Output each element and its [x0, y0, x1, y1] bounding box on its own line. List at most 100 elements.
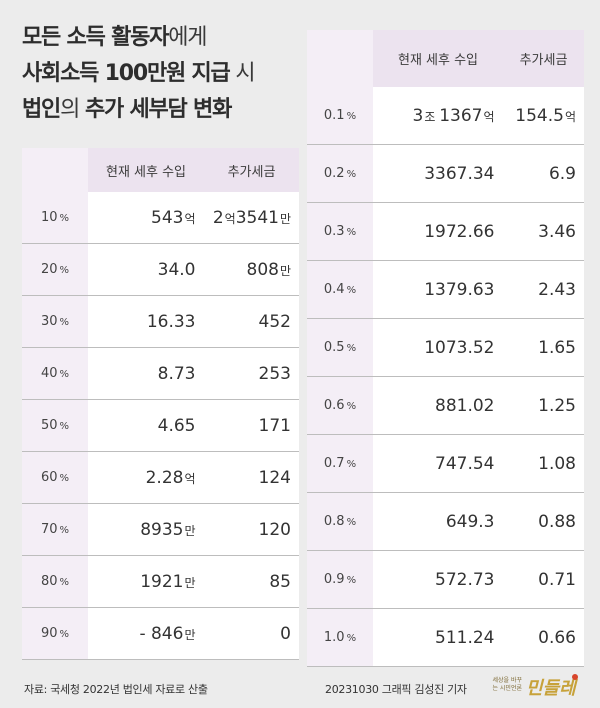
current-income-cell: 16.33 [88, 295, 204, 348]
percentile-number: 80 [40, 574, 58, 589]
unit-label: 억 [184, 211, 196, 226]
extra-tax-cell: 2.43 [502, 260, 584, 319]
brand-dot-icon [572, 674, 578, 680]
percent-sign: % [346, 343, 357, 354]
unit-label: 만 [184, 627, 196, 642]
current-income-cell: 1972.66 [373, 202, 503, 261]
headline-segment: 의 [60, 97, 85, 122]
current-income-cell: 649.3 [373, 492, 503, 551]
value-number: 8935 [140, 519, 184, 540]
percentile-cell: 30% [22, 295, 88, 348]
percentile-cell: 0.1% [307, 87, 373, 145]
headline-segment: 법인 [22, 97, 61, 122]
table-row: 0.9% 572.73 0.71 [307, 550, 584, 609]
unit-label: 억 [483, 109, 495, 124]
value-number: 3 [412, 105, 424, 126]
table-row: 50% 4.65 171 [22, 399, 299, 452]
percentile-cell: 0.5% [307, 318, 373, 377]
table-row: 20% 34.0 808만 [22, 243, 299, 296]
value-number: 0.71 [538, 569, 576, 590]
extra-tax-cell: 124 [203, 451, 299, 504]
current-income-cell: 34.0 [88, 243, 204, 296]
headline: 모든 소득 활동자에게 사회소득 100만원 지급 시 법인의 추가 세부담 변… [22, 20, 292, 128]
table-row: 0.2% 3367.34 6.9 [307, 144, 584, 203]
percentile-cell: 90% [22, 607, 88, 660]
extra-tax-cell: 0.66 [502, 608, 584, 667]
percent-sign: % [59, 629, 70, 640]
percentile-number: 40 [40, 366, 58, 381]
percentile-number: 0.3 [323, 224, 345, 239]
headline-segment: 에게 [168, 25, 207, 50]
percentile-cell: 0.6% [307, 376, 373, 435]
value-number: 34.0 [157, 259, 196, 280]
current-income-cell: 1073.52 [373, 318, 503, 377]
value-number: 120 [258, 519, 291, 540]
percent-sign: % [346, 169, 357, 180]
table-row: 0.1% 3조 1367억 154.5억 [307, 87, 584, 145]
table-row: 0.4% 1379.63 2.43 [307, 260, 584, 319]
header-current-income: 현재 세후 수입 [373, 30, 503, 87]
table-row: 40% 8.73 253 [22, 347, 299, 400]
unit-label: 억 [224, 211, 236, 226]
unit-label: 만 [279, 263, 291, 278]
value-number: 6.9 [548, 163, 576, 184]
percentile-number: 0.9 [323, 572, 345, 587]
current-income-cell: 543억 [88, 192, 204, 244]
table-row: 0.3% 1972.66 3.46 [307, 202, 584, 261]
unit-label: 만 [184, 523, 196, 538]
extra-tax-cell: 1.08 [502, 434, 584, 493]
value-number: 171 [258, 415, 291, 436]
percentile-cell: 0.8% [307, 492, 373, 551]
percent-sign: % [346, 285, 357, 296]
value-number: 124 [258, 467, 291, 488]
extra-tax-cell: 1.65 [502, 318, 584, 377]
value-number: 0.66 [538, 627, 576, 648]
unit-label: 조 [424, 109, 440, 124]
percentile-number: 0.5 [323, 340, 345, 355]
value-number: 253 [258, 363, 291, 384]
value-number: 808 [246, 259, 279, 280]
table-row: 0.5% 1073.52 1.65 [307, 318, 584, 377]
percentile-number: 90 [40, 626, 58, 641]
headline-line-3: 법인의 추가 세부담 변화 [22, 92, 292, 128]
percent-sign: % [346, 227, 357, 238]
header-extra-tax: 추가세금 [503, 30, 584, 87]
percentile-cell: 1.0% [307, 608, 373, 667]
percentile-number: 0.7 [323, 456, 345, 471]
value-number: 2.43 [538, 279, 576, 300]
table-row: 80% 1921만 85 [22, 555, 299, 608]
value-number: 881.02 [435, 395, 495, 416]
table-row: 0.7% 747.54 1.08 [307, 434, 584, 493]
value-number: 1921 [140, 571, 184, 592]
right-table-body: 0.1% 3조 1367억 154.5억 0.2% 3367.34 6.9 0.3% 1972… [307, 87, 584, 667]
value-number: - 846 [139, 623, 184, 644]
percentile-number: 0.2 [323, 166, 345, 181]
current-income-cell: - 846만 [88, 607, 204, 660]
extra-tax-cell: 171 [203, 399, 299, 452]
table-row: 70% 8935만 120 [22, 503, 299, 556]
value-number: 8.73 [157, 363, 196, 384]
value-number: 3541 [235, 207, 279, 228]
headline-line-1: 모든 소득 활동자에게 [22, 20, 292, 56]
headline-segment: 시 [229, 61, 255, 86]
brand-tagline: 세상을 바꾸는 시민언론 [492, 677, 522, 692]
graphic-credit: 20231030 그래픽 김성진 기자 [325, 683, 467, 696]
percentile-number: 50 [40, 418, 58, 433]
value-number: 0 [280, 623, 291, 644]
unit-label: 억 [184, 471, 196, 486]
percent-sign: % [346, 459, 357, 470]
percent-sign: % [346, 111, 357, 122]
value-number: 4.65 [157, 415, 196, 436]
headline-segment: 모든 소득 활동자 [22, 25, 169, 50]
current-income-cell: 3조 1367억 [373, 87, 503, 145]
current-income-cell: 511.24 [373, 608, 503, 667]
percentile-number: 0.8 [323, 514, 345, 529]
header-current-income: 현재 세후 수입 [88, 148, 204, 192]
unit-label: 만 [279, 211, 291, 226]
percent-sign: % [346, 633, 357, 644]
percentile-cell: 0.7% [307, 434, 373, 493]
value-number: 543 [151, 207, 184, 228]
percent-sign: % [59, 525, 70, 536]
extra-tax-cell: 0.71 [502, 550, 584, 609]
value-number: 1.25 [538, 395, 576, 416]
